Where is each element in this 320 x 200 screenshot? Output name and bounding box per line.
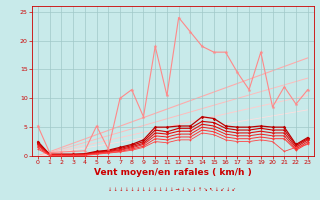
- Text: ↓ ↓ ↓ ↓ ↓ ↓ ↓ ↓ ↓ ↓ ↓ ↓ → ↓ ↘ ↓ ↑ ↘ ↖ ↓ ↙ ↓ ↙: ↓ ↓ ↓ ↓ ↓ ↓ ↓ ↓ ↓ ↓ ↓ ↓ → ↓ ↘ ↓ ↑ ↘ ↖ ↓ …: [108, 186, 237, 192]
- X-axis label: Vent moyen/en rafales ( km/h ): Vent moyen/en rafales ( km/h ): [94, 168, 252, 177]
